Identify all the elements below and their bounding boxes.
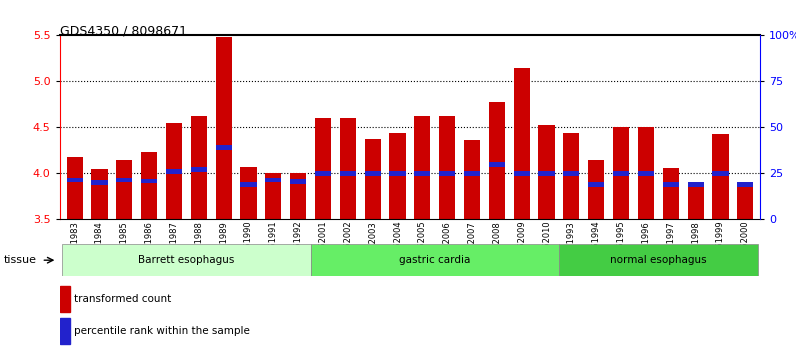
Text: percentile rank within the sample: percentile rank within the sample [73, 326, 249, 336]
Bar [439, 171, 455, 176]
Bar [265, 173, 282, 219]
Bar [439, 116, 455, 219]
Bar [216, 37, 232, 219]
Bar [688, 183, 704, 219]
Bar [60, 286, 70, 312]
Bar [489, 162, 505, 167]
Bar [92, 181, 107, 185]
Bar [613, 127, 629, 219]
Bar [166, 169, 182, 174]
Bar [92, 169, 107, 219]
Bar [737, 183, 753, 219]
Bar [538, 171, 555, 176]
Bar [464, 171, 480, 176]
Bar [240, 182, 256, 187]
Bar [638, 127, 654, 219]
Bar [60, 318, 70, 344]
Bar [290, 173, 306, 219]
Bar [414, 116, 431, 219]
Bar [365, 139, 380, 219]
Bar [310, 244, 559, 276]
Bar [216, 145, 232, 150]
Text: gastric cardia: gastric cardia [399, 255, 470, 265]
Text: normal esophagus: normal esophagus [610, 255, 707, 265]
Bar [290, 179, 306, 184]
Text: GDS4350 / 8098671: GDS4350 / 8098671 [60, 25, 187, 38]
Bar [737, 182, 753, 187]
Bar [712, 134, 728, 219]
Bar [315, 118, 331, 219]
Bar [663, 182, 679, 187]
Bar [663, 168, 679, 219]
Bar [62, 244, 310, 276]
Bar [538, 125, 555, 219]
Bar [513, 171, 530, 176]
Bar [613, 171, 629, 176]
Bar [688, 182, 704, 187]
Bar [365, 171, 380, 176]
Bar [489, 102, 505, 219]
Text: Barrett esophagus: Barrett esophagus [139, 255, 235, 265]
Bar [265, 178, 282, 182]
Bar [116, 178, 132, 182]
Bar [141, 152, 157, 219]
Bar [340, 171, 356, 176]
Bar [414, 171, 431, 176]
Text: tissue: tissue [4, 255, 37, 265]
Bar [67, 178, 83, 182]
Bar [564, 171, 579, 176]
Bar [588, 182, 604, 187]
Bar [588, 160, 604, 219]
Bar [513, 68, 530, 219]
Bar [564, 133, 579, 219]
Bar [240, 167, 256, 219]
Bar [315, 171, 331, 176]
Bar [116, 160, 132, 219]
Text: transformed count: transformed count [73, 294, 171, 304]
Bar [340, 118, 356, 219]
Bar [559, 244, 758, 276]
Bar [464, 140, 480, 219]
Bar [141, 178, 157, 183]
Bar [389, 133, 406, 219]
Bar [389, 171, 406, 176]
Bar [191, 116, 207, 219]
Bar [638, 171, 654, 176]
Bar [67, 157, 83, 219]
Bar [712, 171, 728, 176]
Bar [191, 167, 207, 172]
Bar [166, 123, 182, 219]
